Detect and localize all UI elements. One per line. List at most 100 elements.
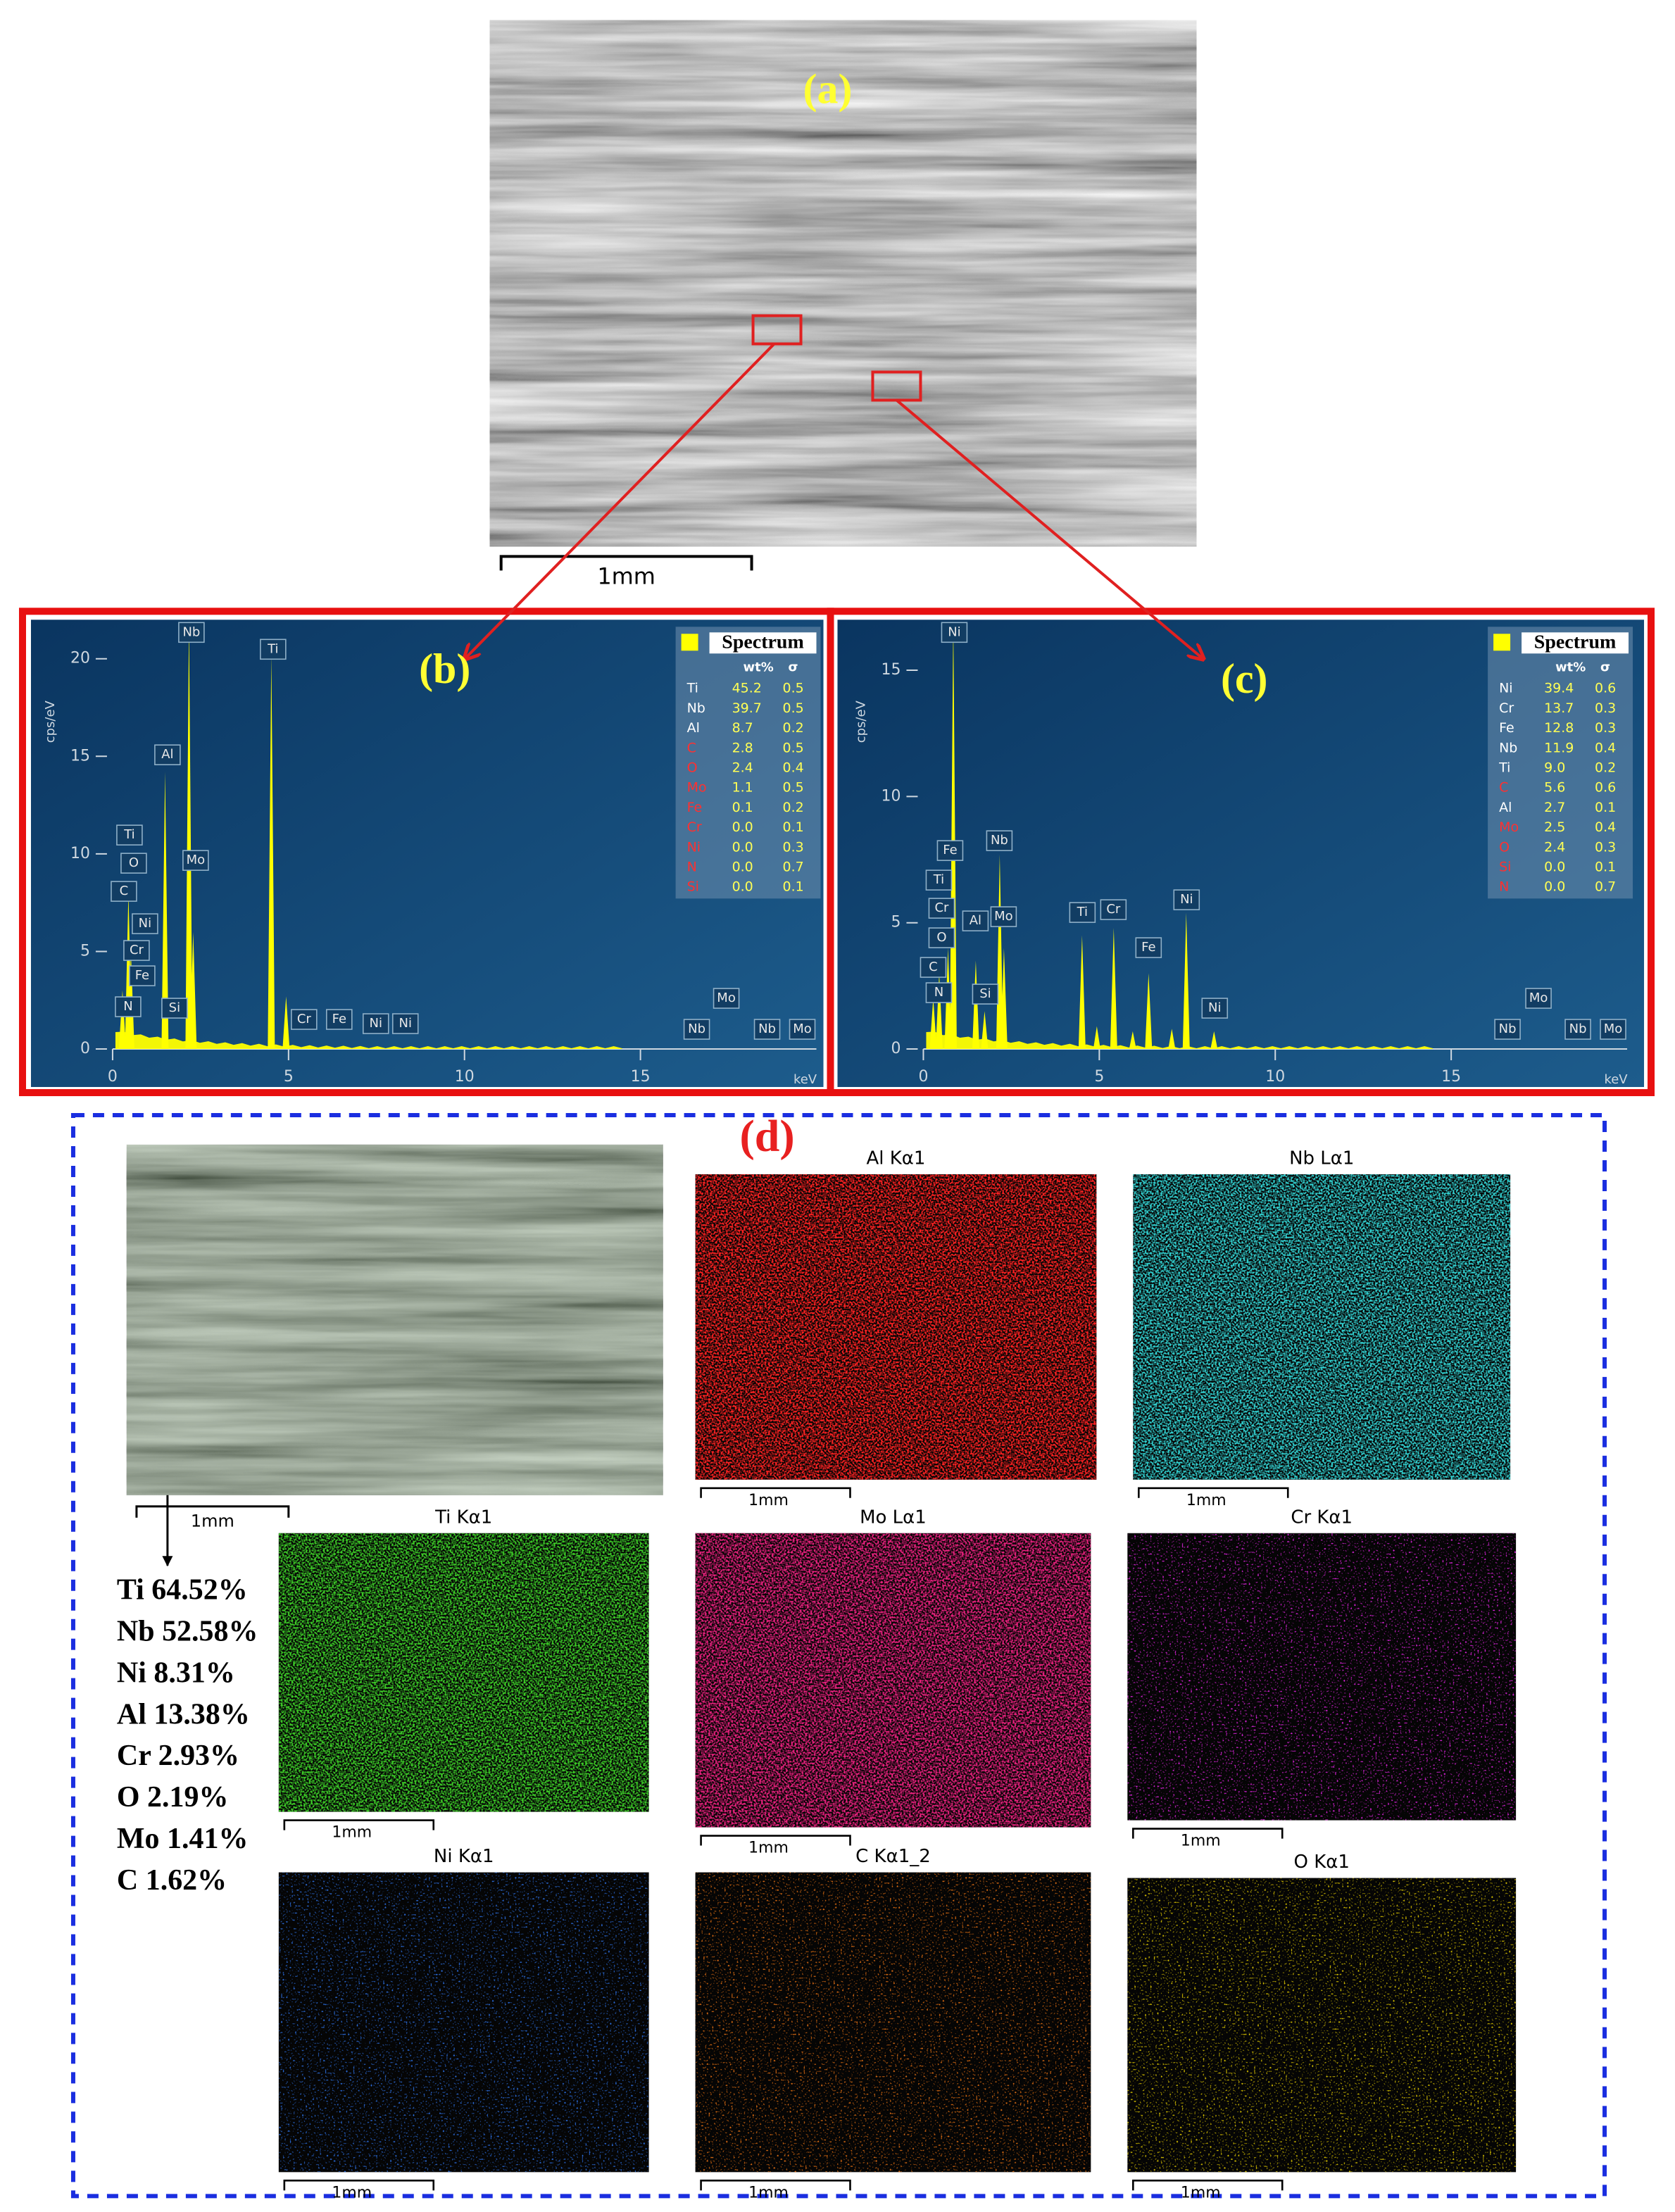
y-tick-label: 0 — [891, 1040, 901, 1057]
legend-element: Al — [687, 720, 700, 736]
legend-sigma: 0.5 — [783, 681, 804, 696]
y-axis-label: cps/eV — [853, 700, 868, 743]
peak-label: N — [123, 999, 132, 1014]
composition-item: Mo 1.41% — [117, 1823, 249, 1855]
peak-label: Nb — [182, 624, 200, 639]
peak-label-box — [123, 940, 150, 961]
peak-label: Nb — [758, 1022, 776, 1036]
legend-sigma: 0.4 — [1595, 819, 1616, 835]
peak-label: Nb — [1499, 1022, 1517, 1036]
peak-label-box — [178, 622, 205, 643]
legend-sigma: 0.1 — [1595, 859, 1616, 874]
x-tick-label: 15 — [631, 1068, 651, 1086]
peak-label-box — [1525, 988, 1552, 1009]
legend-wt: 2.4 — [1544, 839, 1565, 855]
composition-item: Ni 8.31% — [117, 1657, 235, 1689]
sem-image — [126, 1144, 663, 1495]
x-tick-label: 15 — [1441, 1068, 1461, 1086]
scale-bar — [283, 1819, 435, 1830]
peak-label-box — [326, 1009, 353, 1030]
peak-label: N — [934, 985, 943, 1000]
legend-title-box — [709, 632, 817, 654]
legend-element: Si — [1499, 859, 1511, 874]
composition-list: Ti 64.52% Nb 52.58% Ni 8.31% Al 13.38% Cr 2.… — [117, 1573, 258, 1897]
legend-wt: 0.0 — [732, 819, 753, 835]
map-title: Mo Lα1 — [860, 1507, 927, 1528]
legend-element: Ni — [687, 839, 701, 855]
peak-label: Nb — [991, 833, 1008, 848]
scale-bar — [283, 2180, 435, 2191]
map-title: O Kα1 — [1294, 1852, 1350, 1873]
legend-title-box — [1522, 632, 1629, 654]
y-tick-label: 10 — [70, 845, 90, 862]
scale-bar — [1132, 2180, 1284, 2191]
peak-label-box — [1494, 1019, 1521, 1040]
peak-label-box — [925, 869, 953, 891]
peak — [1168, 1029, 1176, 1050]
x-axis-label: keV — [1604, 1072, 1628, 1087]
peak-label: Mo — [793, 1022, 812, 1036]
composition-item: O 2.19% — [117, 1781, 229, 1814]
legend-sigma: 0.7 — [1595, 879, 1616, 895]
legend-sigma: 0.7 — [783, 859, 804, 874]
legend-column: wt% — [1555, 660, 1586, 674]
legend-column: σ — [789, 660, 798, 674]
legend-box — [1488, 627, 1633, 899]
element-maps: Al Kα1 1mm Nb Lα1 1mm Ti Kα1 1mm Mo Lα1 1mm Cr K… — [278, 1148, 1517, 2201]
peak-label-box — [129, 965, 156, 986]
peak — [1000, 948, 1008, 1050]
peak-label: Nb — [688, 1022, 705, 1036]
map-title: Al Kα1 — [867, 1148, 926, 1169]
peak — [1182, 912, 1190, 1050]
legend-sigma: 0.5 — [783, 780, 804, 796]
peak-label-box — [120, 853, 147, 874]
legend-sigma: 0.5 — [783, 700, 804, 716]
peak-label-box — [986, 830, 1013, 851]
scale-label: 1mm — [748, 1840, 789, 1857]
peak-label: Mo — [717, 991, 736, 1005]
x-tick-label: 5 — [1094, 1068, 1104, 1086]
peak-label-box — [990, 906, 1017, 927]
peak-label-box — [1069, 902, 1096, 923]
peak — [268, 655, 275, 1050]
continuum — [926, 1031, 1434, 1050]
map-signal — [1133, 1174, 1511, 1480]
y-tick-label: 15 — [70, 747, 90, 765]
peak-label: Ni — [139, 916, 151, 931]
legend-element: Mo — [687, 780, 707, 796]
scale-bar — [700, 1487, 851, 1498]
peak-label: Fe — [1141, 940, 1155, 955]
roi-box — [751, 314, 803, 346]
legend-element: Fe — [1499, 720, 1514, 736]
legend-sigma: 0.1 — [783, 819, 804, 835]
legend-sigma: 0.2 — [1595, 760, 1616, 776]
peak-label: O — [129, 855, 139, 870]
peak — [929, 998, 937, 1050]
scale-label: 1mm — [748, 1492, 789, 1509]
peak — [1110, 927, 1117, 1050]
peak — [1145, 973, 1153, 1050]
legend-title: Spectrum — [722, 631, 804, 653]
scale-label: 1mm — [191, 1512, 234, 1531]
legend-wt: 39.4 — [1544, 681, 1574, 696]
map-signal — [695, 1872, 1091, 2173]
peak — [282, 996, 290, 1050]
legend-sigma: 0.3 — [1595, 839, 1616, 855]
peak-label-box — [928, 898, 955, 919]
peak-label: Al — [161, 747, 173, 762]
peak-label-box — [161, 998, 188, 1019]
legend-sigma: 0.1 — [1595, 800, 1616, 815]
legend-sigma: 0.4 — [1595, 740, 1616, 755]
panel-label: (a) — [803, 65, 853, 112]
peak-label: Cr — [934, 900, 949, 915]
scale-label: 1mm — [597, 563, 655, 589]
peak-label: Fe — [332, 1012, 346, 1026]
peak-label: Mo — [187, 853, 206, 867]
peak-label-box — [291, 1009, 318, 1030]
legend-element: N — [1499, 879, 1509, 895]
peak-label-box — [115, 996, 142, 1017]
peak-label-box — [260, 639, 287, 660]
legend-element: O — [1499, 839, 1510, 855]
legend-swatch — [1493, 634, 1511, 651]
